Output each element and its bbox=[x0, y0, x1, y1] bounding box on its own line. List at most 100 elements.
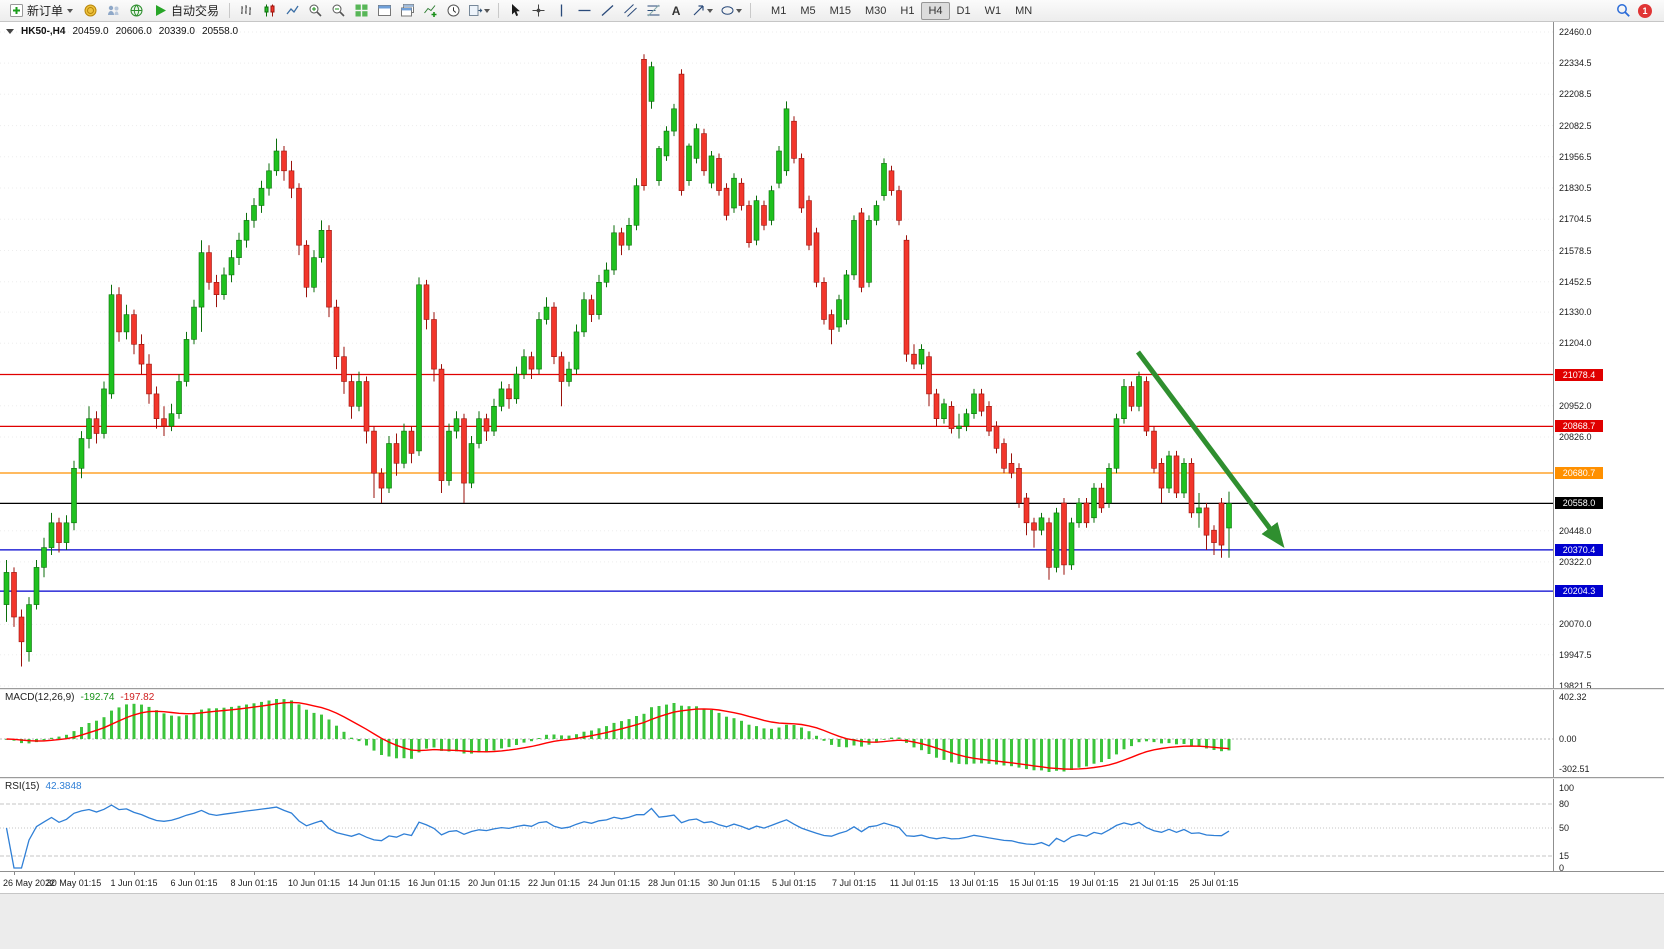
candle bbox=[296, 187, 302, 246]
time-axis-tick bbox=[554, 872, 555, 875]
notification-badge[interactable]: 1 bbox=[1638, 3, 1652, 18]
time-axis-label: 1 Jun 01:15 bbox=[110, 878, 158, 888]
candle bbox=[341, 356, 347, 382]
time-axis-tick bbox=[1214, 872, 1215, 875]
cascade-windows-icon bbox=[400, 4, 414, 17]
candle bbox=[93, 418, 100, 434]
profiles-button[interactable] bbox=[102, 1, 124, 21]
rsi-panel[interactable] bbox=[0, 779, 1553, 871]
indicators-button[interactable] bbox=[419, 1, 441, 21]
collapse-triangle-icon[interactable] bbox=[6, 29, 14, 34]
macd-histogram-bar bbox=[1062, 739, 1066, 772]
macd-panel[interactable] bbox=[0, 690, 1553, 777]
cascade-windows-button[interactable] bbox=[396, 1, 418, 21]
auto-trading-button[interactable]: 自动交易 bbox=[148, 1, 224, 21]
zoom-in-button[interactable] bbox=[304, 1, 326, 21]
chevron-down-icon bbox=[707, 8, 714, 13]
trendline-tool-button[interactable] bbox=[596, 1, 618, 21]
text-tool-icon: A bbox=[671, 3, 681, 18]
candle bbox=[468, 443, 475, 484]
shapes-tool-button[interactable] bbox=[717, 1, 745, 21]
timeframe-button-m5[interactable]: M5 bbox=[800, 4, 816, 17]
search-icon[interactable] bbox=[1616, 3, 1631, 18]
candle bbox=[33, 567, 40, 605]
period-clock-button[interactable] bbox=[442, 1, 464, 21]
candle bbox=[806, 200, 812, 246]
time-axis-tick bbox=[974, 872, 975, 875]
time-axis-label: 7 Jul 01:15 bbox=[831, 878, 877, 888]
price-axis[interactable]: 22460.0 22334.5 22208.5 22082.5 21956.5 21830… bbox=[1553, 22, 1664, 873]
zoom-out-button[interactable] bbox=[327, 1, 349, 21]
timeframe-button-m15[interactable]: M15 bbox=[829, 4, 851, 17]
timeframe-button-mn[interactable]: MN bbox=[1015, 4, 1033, 17]
macd-histogram-bar bbox=[785, 724, 788, 739]
timeframe-button-d1[interactable]: D1 bbox=[956, 4, 971, 17]
coin-button[interactable] bbox=[79, 1, 101, 21]
candle bbox=[566, 368, 572, 382]
channel-tool-button[interactable] bbox=[619, 1, 641, 21]
timeframe-button-h4[interactable]: H4 bbox=[921, 1, 950, 20]
price-axis-label: 22334.5 bbox=[1559, 58, 1592, 69]
candle bbox=[1068, 522, 1075, 566]
candle bbox=[603, 269, 610, 283]
line-chart-button[interactable] bbox=[281, 1, 303, 21]
macd-histogram-bar bbox=[1047, 739, 1051, 772]
arrows-tool-button[interactable] bbox=[688, 1, 716, 21]
candle bbox=[791, 120, 797, 159]
macd-histogram-bar bbox=[267, 700, 271, 739]
timeframe-button-m1[interactable]: M1 bbox=[771, 4, 787, 17]
panel-splitter[interactable] bbox=[0, 688, 1664, 690]
open-value: 20459.0 bbox=[72, 26, 109, 37]
candle bbox=[408, 430, 415, 454]
macd-histogram-bar bbox=[830, 739, 833, 745]
fibonacci-tool-button[interactable] bbox=[642, 1, 664, 21]
indicator-axis-label: 15 bbox=[1559, 851, 1570, 861]
timeframe-button-w1[interactable]: W1 bbox=[984, 4, 1002, 17]
horizontal-line-tool-button[interactable] bbox=[573, 1, 595, 21]
new-order-icon bbox=[10, 4, 23, 17]
macd-histogram-bar bbox=[1107, 739, 1111, 759]
text-tool-button[interactable]: A bbox=[665, 1, 687, 21]
candle bbox=[798, 158, 805, 209]
macd-histogram-bar bbox=[770, 728, 773, 739]
main-toolbar: 新订单 自动交易 bbox=[0, 0, 1664, 22]
panel-splitter[interactable] bbox=[0, 777, 1664, 779]
candle bbox=[1121, 386, 1127, 420]
price-axis-label: 21830.5 bbox=[1559, 183, 1592, 193]
timeframe-button-h1[interactable]: H1 bbox=[900, 4, 915, 17]
candle bbox=[768, 190, 775, 221]
time-axis[interactable]: 26 May 2022 30 May 01:15 1 Jun 01:15 6 Jun … bbox=[0, 871, 1664, 893]
candle bbox=[1031, 522, 1037, 531]
chart-area[interactable]: HK50-,H4 20459.0 20606.0 20339.0 20558.0… bbox=[0, 22, 1664, 893]
indicator-axis-label: 100 bbox=[1559, 783, 1575, 793]
tile-windows-button[interactable] bbox=[350, 1, 372, 21]
macd-histogram-bar bbox=[920, 739, 923, 751]
candlestick-chart-button[interactable] bbox=[258, 1, 280, 21]
crosshair-tool-button[interactable] bbox=[527, 1, 549, 21]
macd-histogram-bar bbox=[1002, 739, 1006, 766]
candle bbox=[723, 187, 730, 216]
candle bbox=[423, 284, 430, 320]
candle bbox=[213, 281, 220, 295]
web-button[interactable] bbox=[125, 1, 147, 21]
bar-chart-button[interactable] bbox=[235, 1, 257, 21]
timeframe-button-m30[interactable]: M30 bbox=[865, 4, 887, 17]
price-axis-label: 20070.0 bbox=[1559, 619, 1592, 630]
chart-shift-button[interactable] bbox=[465, 1, 493, 21]
candle bbox=[71, 467, 77, 524]
new-order-button[interactable]: 新订单 bbox=[4, 1, 78, 21]
new-chart-window-button[interactable] bbox=[373, 1, 395, 21]
clock-icon bbox=[447, 4, 460, 17]
candle bbox=[183, 339, 190, 382]
main-price-chart[interactable] bbox=[0, 22, 1553, 688]
vertical-line-tool-button[interactable] bbox=[550, 1, 572, 21]
rsi-value: 42.3848 bbox=[45, 781, 82, 792]
candle bbox=[551, 306, 557, 358]
trend-arrow[interactable] bbox=[1135, 350, 1285, 549]
macd-histogram-bar bbox=[365, 739, 368, 746]
macd-histogram-bar bbox=[192, 713, 196, 739]
cursor-tool-button[interactable] bbox=[504, 1, 526, 21]
time-axis-tick bbox=[74, 872, 75, 875]
macd-histogram-bar bbox=[350, 737, 353, 739]
candle bbox=[731, 177, 737, 209]
